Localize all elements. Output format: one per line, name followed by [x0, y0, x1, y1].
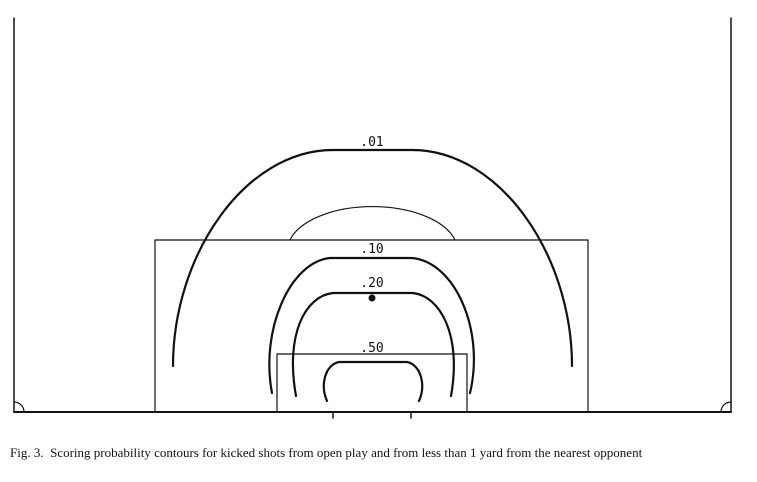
figure-caption: Fig. 3. Scoring probability contours for…: [10, 445, 740, 460]
left-corner-arc: [13, 401, 25, 413]
contour-label-01: .01: [360, 135, 383, 150]
scoring-probability-contour-diagram: .01 .10 .20 .50: [13, 17, 732, 419]
contour-line-20: [291, 291, 455, 398]
contour-line-01: [171, 148, 574, 368]
figure-caption-label: Fig. 3.: [10, 445, 44, 460]
contour-label-50: .50: [360, 341, 383, 356]
contour-line-50: [322, 360, 424, 403]
contour-label-20: .20: [360, 276, 383, 291]
penalty-spot: [368, 294, 376, 302]
figure-caption-text: Scoring probability contours for kicked …: [50, 445, 643, 460]
contour-line-10: [268, 256, 475, 395]
right-corner-arc: [720, 401, 732, 413]
contour-label-10: .10: [360, 242, 383, 257]
goal-area: [276, 353, 468, 413]
penalty-arc: [289, 206, 456, 241]
penalty-area: [154, 239, 589, 413]
